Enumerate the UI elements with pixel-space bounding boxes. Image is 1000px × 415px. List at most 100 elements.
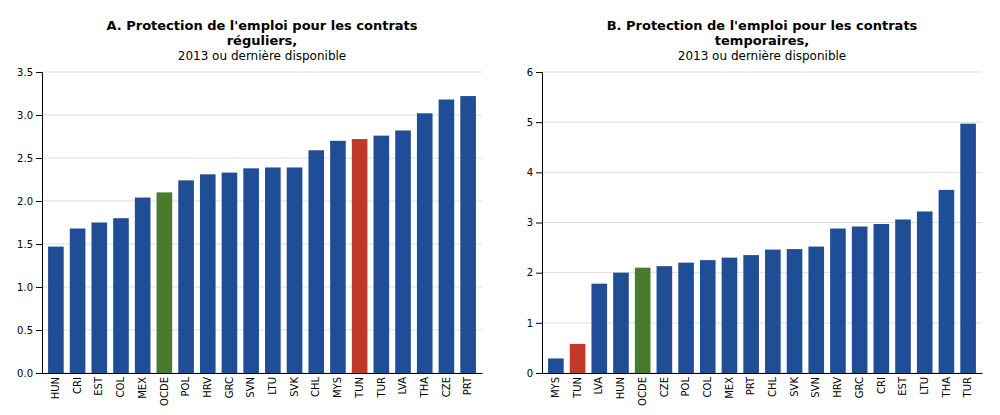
tick-label: TUR: [376, 377, 387, 398]
tick-label: HRV: [202, 377, 213, 398]
subtitle: 2013 ou dernière disponible: [678, 49, 846, 63]
tick-label: OCDE: [159, 377, 170, 406]
tick-label: 0: [527, 368, 533, 379]
tick-mark: [536, 323, 542, 324]
tick: 1.5: [17, 239, 42, 250]
bar: [917, 211, 933, 373]
tick-label: 3: [527, 217, 533, 228]
bar: [852, 227, 868, 373]
bar: [91, 223, 107, 374]
tick-label: TUN: [354, 377, 365, 399]
tick-label: SVN: [810, 377, 821, 398]
tick: 3: [527, 217, 542, 228]
tick-label: CRI: [72, 377, 83, 394]
tick: 5: [527, 117, 542, 128]
tick: CHL: [767, 373, 778, 397]
bar: [787, 249, 803, 373]
bar: [265, 167, 281, 373]
bar: [830, 229, 846, 373]
bar: [222, 173, 238, 373]
grid-line: [542, 172, 982, 173]
tick-label: CHL: [767, 377, 778, 398]
grid-line: [542, 122, 982, 123]
tick: MYS: [332, 373, 343, 398]
tick-label: GRC: [224, 377, 235, 398]
bar: [591, 284, 607, 373]
tick: LVA: [397, 373, 408, 395]
tick: LTU: [919, 373, 930, 395]
tick-label: 4: [527, 167, 533, 178]
tick-mark: [36, 115, 42, 116]
bar: [439, 100, 455, 373]
bar: [635, 268, 651, 373]
bar: [939, 190, 955, 373]
tick-label: SVN: [245, 377, 256, 398]
grid-line: [42, 115, 482, 116]
tick-label: PRT: [462, 376, 473, 395]
tick-label: LTU: [267, 377, 278, 395]
grid-line: [42, 373, 482, 374]
tick: EST: [93, 373, 104, 396]
tick-mark: [36, 287, 42, 288]
tick-label: 2.0: [17, 196, 33, 207]
y-axis: 0123456: [527, 67, 543, 379]
tick: 6: [527, 67, 542, 78]
grid-line: [42, 201, 482, 202]
tick: OCDE: [637, 373, 648, 406]
tick: SVN: [810, 373, 821, 398]
tick-mark: [536, 172, 542, 173]
tick-label: 3.5: [17, 67, 33, 78]
tick-mark: [536, 72, 542, 73]
bar: [178, 180, 194, 373]
tick-label: 3.0: [17, 110, 33, 121]
tick-label: TUN: [572, 377, 583, 399]
tick: HRV: [202, 373, 213, 398]
tick: TUR: [376, 373, 387, 398]
tick-label: MYS: [332, 377, 343, 398]
grid-line: [42, 158, 482, 159]
tick: GRC: [854, 373, 865, 398]
tick: 4: [527, 167, 542, 178]
tick: TUN: [572, 373, 583, 399]
tick: SVK: [289, 373, 300, 397]
tick: GRC: [224, 373, 235, 398]
panel: 0.00.51.01.52.02.53.03.5HUNCRIESTCOLMEXO…: [17, 18, 482, 406]
tick: POL: [680, 373, 691, 396]
tick: CHL: [310, 373, 321, 397]
bar: [895, 219, 911, 373]
tick-label: TUR: [962, 377, 973, 398]
tick-label: GRC: [854, 377, 865, 398]
tick-label: HUN: [50, 377, 61, 399]
tick-label: 0.5: [17, 325, 33, 336]
bar: [548, 358, 564, 373]
grid-line: [42, 287, 482, 288]
tick-mark: [536, 273, 542, 274]
bar: [308, 150, 324, 373]
tick: THA: [941, 373, 952, 398]
bar: [460, 96, 476, 373]
tick-label: MEX: [724, 377, 735, 399]
tick-mark: [36, 72, 42, 73]
tick: SVK: [789, 373, 800, 397]
tick: HUN: [615, 373, 626, 399]
tick-label: SVK: [789, 377, 800, 397]
axis-line: [36, 73, 43, 374]
bar: [874, 224, 890, 373]
tick-label: HUN: [615, 377, 626, 399]
panel: 0123456MYSTUNLVAHUNOCDECZEPOLCOLMEXPRTCH…: [527, 18, 983, 406]
tick: SVN: [245, 373, 256, 398]
bar: [765, 250, 781, 373]
bar: [157, 192, 173, 373]
tick: OCDE: [159, 373, 170, 406]
x-axis: HUNCRIESTCOLMEXOCDEPOLHRVGRCSVNLTUSVKCHL…: [43, 373, 483, 406]
bars: [548, 124, 976, 373]
tick: HUN: [50, 373, 61, 399]
tick-label: LVA: [593, 377, 604, 395]
tick: 0.0: [17, 368, 42, 379]
bar: [743, 255, 759, 373]
tick-mark: [536, 373, 542, 374]
tick: EST: [897, 373, 908, 396]
tick-mark: [36, 330, 42, 331]
bar: [48, 247, 64, 373]
title: A. Protection de l'emploi pour les contr…: [106, 18, 417, 33]
